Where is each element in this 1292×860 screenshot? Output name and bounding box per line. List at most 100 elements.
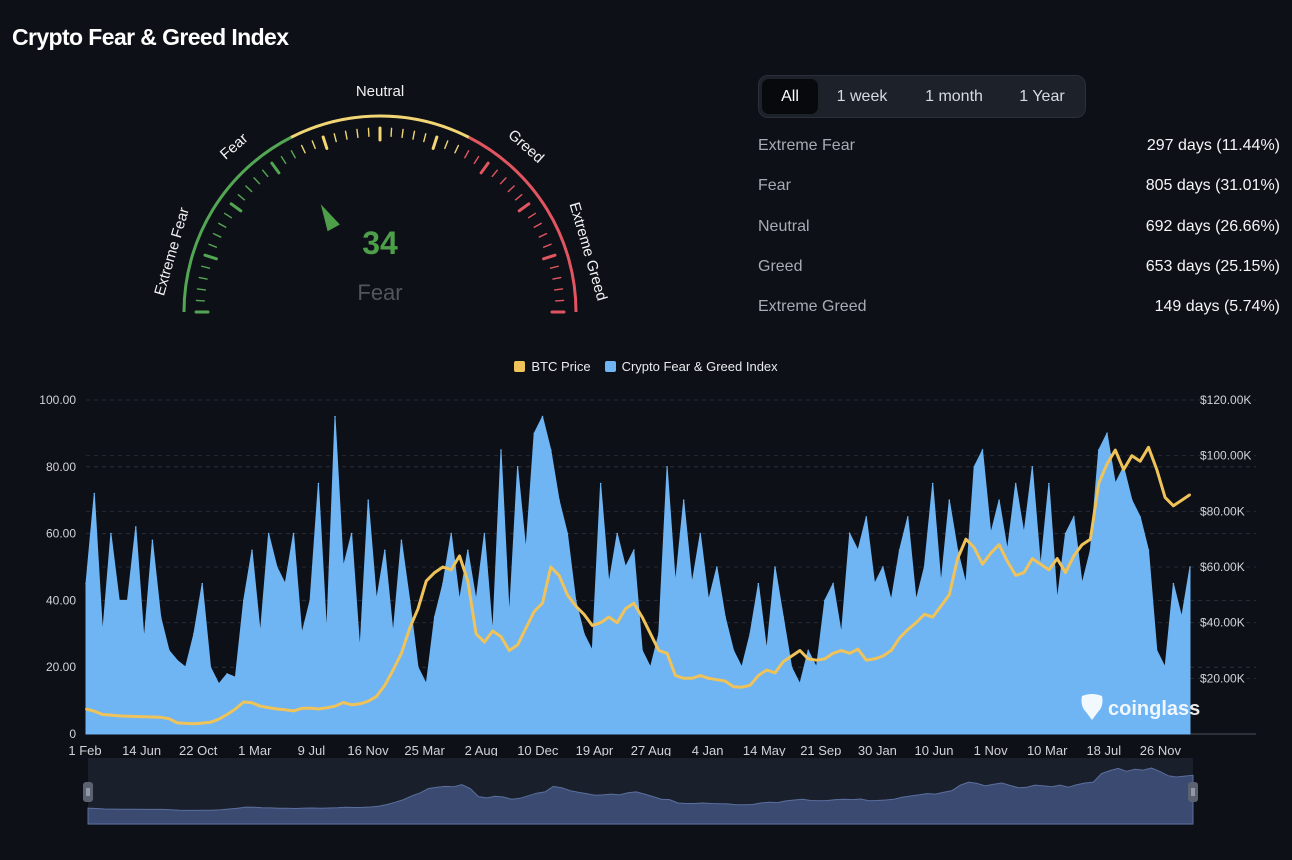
tab-1-year[interactable]: 1 Year [1019,88,1065,105]
gauge-arc [182,114,578,313]
x-tick-label: 9 Jul [298,743,326,756]
fear-greed-point [176,659,179,662]
btc-price-point [533,610,536,613]
btc-price-point [898,636,901,639]
tab-1-month[interactable]: 1 month [925,88,983,105]
y-left-tick-label: 0 [69,727,76,741]
btc-price-point [1081,543,1084,546]
x-tick-label: 19 Apr [576,743,614,756]
btc-price-point [998,543,1001,546]
btc-price-point [1056,557,1059,560]
fear-greed-point [367,499,370,502]
legend-item-fear-greed[interactable]: Crypto Fear & Greed Index [604,359,778,374]
chart-legend: BTC Price Crypto Fear & Greed Index [0,359,1292,374]
fear-greed-point [591,649,594,652]
x-tick-label: 10 Jun [914,743,953,756]
fear-greed-point [666,466,668,468]
tab-all[interactable]: All [762,79,818,114]
gauge-tick [311,140,316,150]
btc-price-point [848,652,851,655]
fear-greed-point [425,683,428,685]
gauge-tick [473,155,480,165]
btc-price-point [251,701,254,704]
btc-price-point [1164,496,1167,499]
fear-greed-point [442,582,444,585]
x-tick-label: 18 Jul [1086,743,1121,756]
fear-greed-point [201,582,204,585]
fear-greed-point [184,666,187,668]
gauge-tick [344,130,348,140]
navigator-area [87,767,1194,825]
fear-greed-point [807,649,809,652]
fear-greed-point [301,633,303,635]
fear-greed-point [981,449,984,451]
fear-greed-point [85,582,87,585]
y-axis-right: $20.00K $40.00K $60.00K $80.00K $100.00K $120… [1200,393,1251,685]
fear-greed-point [458,599,461,602]
btc-price-point [350,703,353,706]
range-navigator[interactable] [80,756,1200,828]
legend-label: BTC Price [531,359,591,374]
fear-greed-point [392,633,394,635]
btc-price-point [682,677,685,680]
gauge-tick [401,128,404,139]
fear-greed-point [483,532,486,535]
btc-price-point [1180,499,1183,502]
navigator-handle-right[interactable] [1188,782,1198,802]
fear-greed-point [234,676,237,679]
fear-greed-point [151,539,154,542]
gauge-tick [517,202,531,213]
btc-price-point [1155,468,1158,471]
btc-price-point [541,602,544,605]
tab-1-week[interactable]: 1 week [836,88,888,105]
btc-price-point [217,718,220,721]
gauge-tick [356,128,359,139]
fear-greed-point [616,532,619,535]
fear-greed-point [500,449,502,451]
gauge-tick [321,135,329,150]
btc-price-point [865,659,868,662]
btc-price-point [690,677,693,680]
stat-value: 149 days (5.74%) [1154,298,1280,316]
y-left-tick-label: 100.00 [39,393,76,407]
x-tick-label: 22 Oct [179,743,218,756]
fear-greed-point [740,666,743,668]
stat-row-extreme-greed: Extreme Greed 149 days (5.74%) [758,287,1280,327]
fear-greed-point [633,549,635,552]
btc-price-point [840,649,843,652]
btc-price-point [242,700,245,703]
fear-greed-point [1147,549,1150,552]
btc-price-point [607,616,610,619]
fear-greed-point [1006,549,1009,552]
navigator-handle-left[interactable] [83,782,93,802]
fear-greed-point [724,616,726,618]
x-tick-label: 2 Aug [465,743,498,756]
legend-item-btc-price[interactable]: BTC Price [514,359,591,374]
btc-price-point [724,680,727,683]
fear-greed-point [533,432,536,435]
btc-price-point [1130,454,1133,457]
fear-greed-point [417,666,419,668]
btc-price-point [516,643,519,646]
btc-price-point [309,707,312,710]
btc-price-point [931,616,934,619]
fear-greed-point [359,649,361,652]
gauge-tick [538,232,548,238]
fear-greed-point [450,532,453,535]
gauge-tick [553,288,564,291]
gauge-tick [390,127,393,138]
gauge-classification: Fear [357,280,402,305]
btc-price-point [325,706,328,709]
y-right-tick-label: $120.00K [1200,393,1251,407]
gauge-tick [554,299,565,302]
fear-greed-point [1072,516,1075,518]
gauge-tick [208,243,218,248]
btc-price-point [184,722,187,725]
fear-greed-point [815,666,818,668]
btc-price-point [765,668,768,671]
fear-greed-point [906,516,909,518]
fear-greed-point [218,683,220,685]
btc-price-point [259,705,262,708]
btc-price-point [433,571,436,574]
gauge-tick [196,288,207,291]
